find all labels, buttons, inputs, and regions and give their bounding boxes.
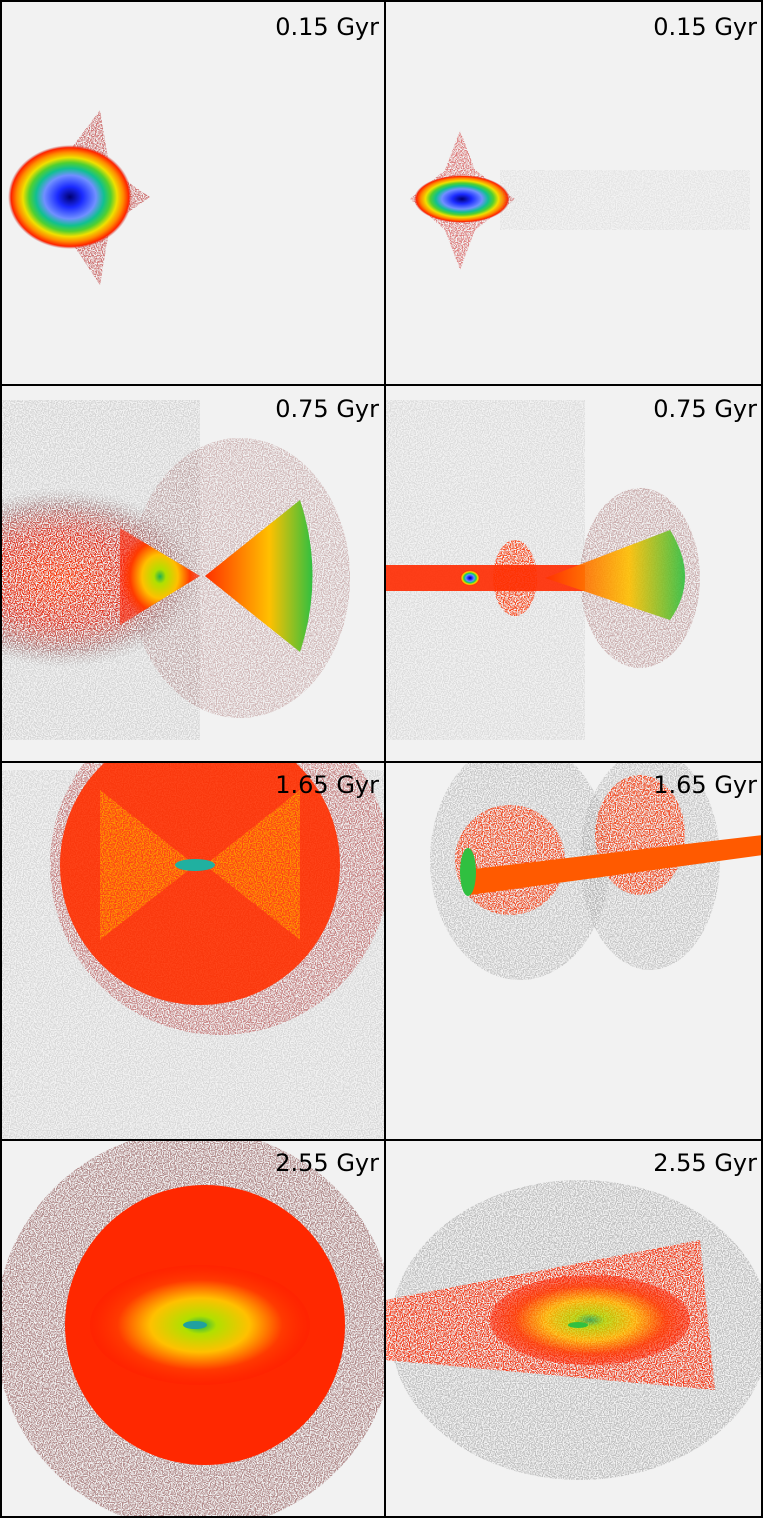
panel-image xyxy=(385,1180,763,1480)
panel-image xyxy=(410,130,750,270)
panel-image xyxy=(0,762,385,1140)
time-label: 1.65 Gyr xyxy=(275,771,379,799)
panel-image xyxy=(0,400,350,740)
time-label: 2.55 Gyr xyxy=(275,1149,379,1177)
time-label: 0.15 Gyr xyxy=(275,13,379,41)
time-label: 1.65 Gyr xyxy=(653,771,757,799)
time-label: 0.75 Gyr xyxy=(653,395,757,423)
time-label: 0.75 Gyr xyxy=(275,395,379,423)
panel-image xyxy=(0,1140,385,1518)
time-label: 2.55 Gyr xyxy=(653,1149,757,1177)
panel-image xyxy=(8,110,150,285)
panel-image xyxy=(430,762,763,980)
panel-image xyxy=(385,400,700,740)
time-label: 0.15 Gyr xyxy=(653,13,757,41)
